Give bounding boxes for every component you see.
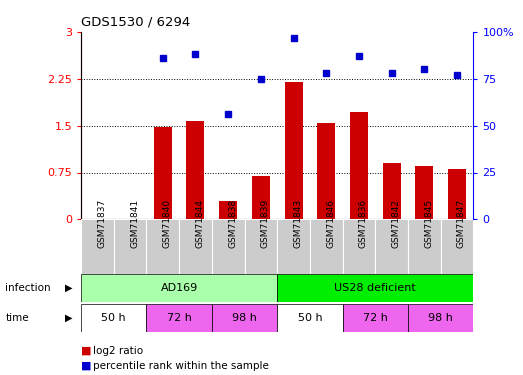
Bar (146, 219, 179, 274)
Bar (244, 219, 277, 274)
Text: GSM71842: GSM71842 (392, 199, 401, 248)
Bar (146, 304, 212, 332)
Bar (343, 219, 375, 274)
Text: time: time (5, 313, 29, 322)
Bar (219, 201, 237, 219)
Text: GSM71837: GSM71837 (97, 199, 106, 248)
Bar (252, 176, 270, 219)
Text: GSM71843: GSM71843 (293, 199, 302, 248)
Bar (343, 304, 408, 332)
Text: GSM71841: GSM71841 (130, 199, 139, 248)
Bar (81, 274, 277, 302)
Bar (375, 219, 408, 274)
Bar (350, 112, 368, 219)
Bar (317, 123, 335, 219)
Text: ■: ■ (81, 361, 95, 370)
Text: 98 h: 98 h (232, 313, 257, 323)
Text: GSM71846: GSM71846 (326, 199, 335, 248)
Text: ▶: ▶ (65, 283, 73, 292)
Text: AD169: AD169 (161, 283, 198, 293)
Text: GSM71840: GSM71840 (163, 199, 172, 248)
Text: GSM71847: GSM71847 (457, 199, 466, 248)
Bar (154, 127, 172, 219)
Bar (440, 219, 473, 274)
Bar (383, 163, 401, 219)
Bar (212, 219, 244, 274)
Bar (114, 219, 146, 274)
Bar (277, 304, 343, 332)
Bar (212, 304, 277, 332)
Text: GSM71839: GSM71839 (261, 199, 270, 248)
Text: US28 deficient: US28 deficient (334, 283, 416, 293)
Text: log2 ratio: log2 ratio (93, 346, 143, 355)
Text: ■: ■ (81, 346, 95, 355)
Bar (408, 219, 440, 274)
Bar (81, 304, 146, 332)
Bar (408, 304, 473, 332)
Text: 98 h: 98 h (428, 313, 453, 323)
Bar (81, 219, 114, 274)
Bar (179, 219, 212, 274)
Text: 50 h: 50 h (101, 313, 126, 323)
Text: 72 h: 72 h (167, 313, 191, 323)
Bar (187, 121, 204, 219)
Bar (277, 274, 473, 302)
Text: 72 h: 72 h (363, 313, 388, 323)
Text: ▶: ▶ (65, 313, 73, 322)
Text: GSM71838: GSM71838 (228, 199, 237, 248)
Text: 50 h: 50 h (298, 313, 322, 323)
Text: GDS1530 / 6294: GDS1530 / 6294 (81, 15, 190, 28)
Text: GSM71845: GSM71845 (424, 199, 433, 248)
Text: GSM71836: GSM71836 (359, 199, 368, 248)
Text: infection: infection (5, 283, 51, 292)
Bar (277, 219, 310, 274)
Bar (448, 170, 466, 219)
Text: GSM71844: GSM71844 (196, 199, 204, 248)
Text: percentile rank within the sample: percentile rank within the sample (93, 361, 269, 370)
Bar (310, 219, 343, 274)
Bar (415, 166, 433, 219)
Bar (285, 82, 302, 219)
